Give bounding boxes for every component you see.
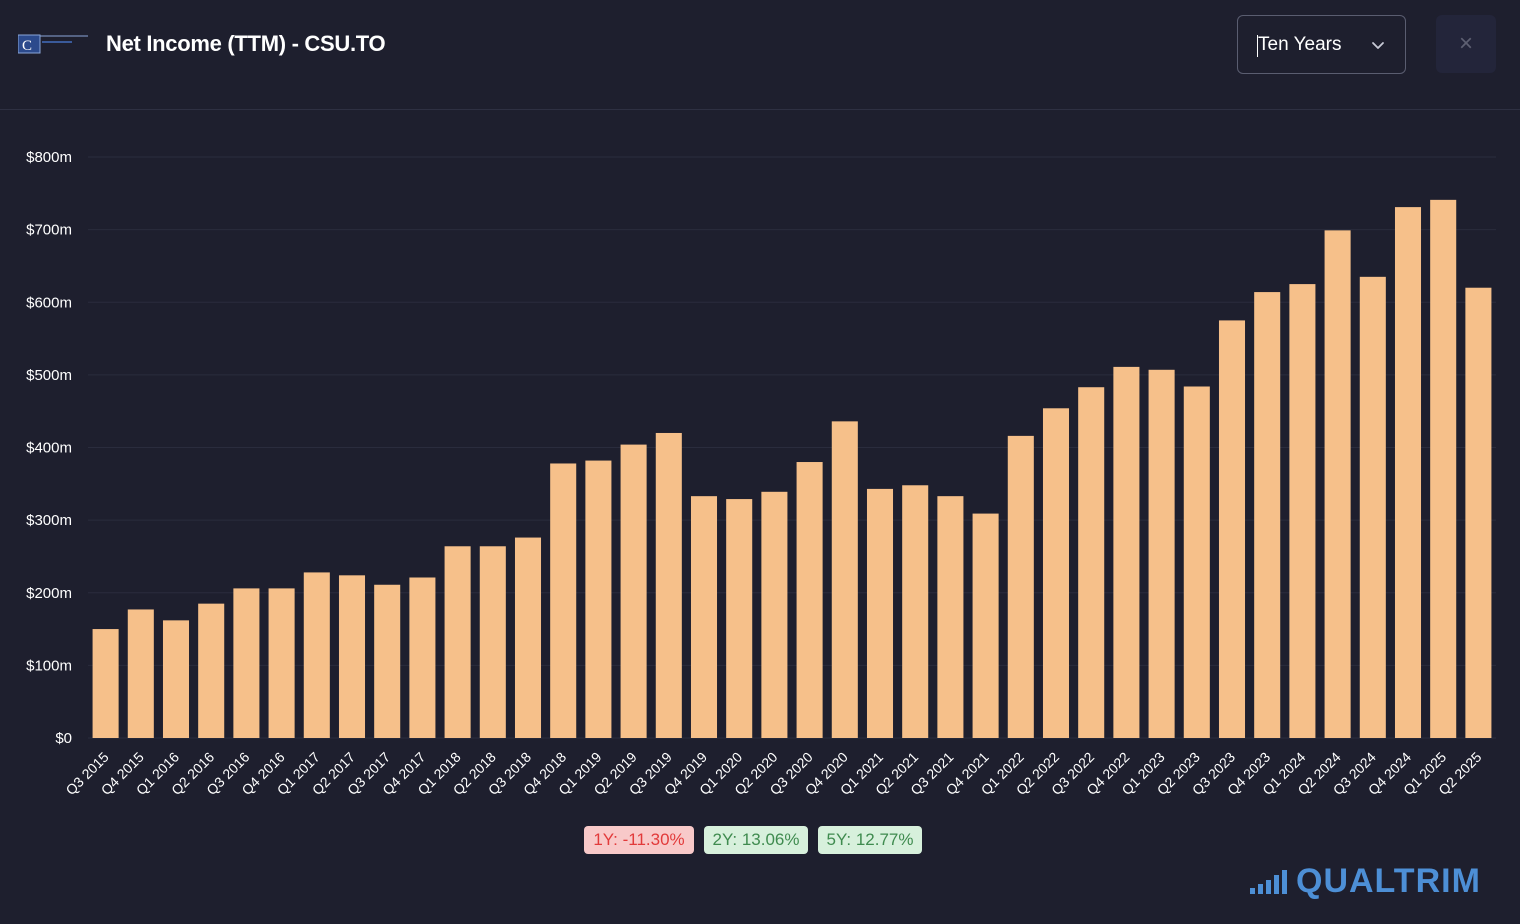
- bar[interactable]: [1289, 284, 1316, 738]
- bar[interactable]: [92, 629, 119, 738]
- bar[interactable]: [796, 462, 823, 738]
- bar[interactable]: [620, 444, 647, 738]
- y-tick-label: $800m: [26, 149, 72, 166]
- bar[interactable]: [1218, 320, 1246, 738]
- chevron-down-icon: [1372, 42, 1384, 49]
- bar[interactable]: [761, 491, 788, 738]
- y-tick-label: $0: [55, 730, 72, 747]
- bar[interactable]: [198, 603, 225, 738]
- bar[interactable]: [338, 575, 366, 738]
- bar[interactable]: [1430, 199, 1457, 738]
- y-tick-label: $100m: [26, 657, 72, 674]
- bar[interactable]: [303, 572, 330, 738]
- y-tick-label: $600m: [26, 294, 72, 311]
- bar[interactable]: [1359, 276, 1386, 738]
- y-tick-label: $300m: [26, 512, 72, 529]
- bar[interactable]: [1113, 366, 1140, 738]
- bar[interactable]: [972, 513, 999, 738]
- modal-header: C Net Income (TTM) - CSU.TO Ten Years ×: [0, 0, 1520, 110]
- close-icon: ×: [1458, 30, 1473, 57]
- bar[interactable]: [233, 588, 260, 738]
- y-tick-label: $700m: [26, 222, 72, 239]
- bar[interactable]: [831, 421, 858, 738]
- bar[interactable]: [127, 609, 154, 738]
- bar[interactable]: [937, 496, 964, 738]
- bar[interactable]: [409, 577, 436, 738]
- bar[interactable]: [444, 546, 471, 738]
- bar[interactable]: [1254, 292, 1281, 738]
- bar[interactable]: [1183, 386, 1210, 738]
- close-button[interactable]: ×: [1436, 15, 1496, 73]
- text-cursor: [1257, 35, 1258, 57]
- brand-name: QUALTRIM: [1296, 862, 1481, 900]
- company-logo: C: [18, 34, 88, 54]
- period-select[interactable]: Ten Years: [1237, 15, 1406, 74]
- bar[interactable]: [655, 432, 682, 738]
- y-tick-label: $500m: [26, 367, 72, 384]
- y-tick-label: $200m: [26, 585, 72, 602]
- bar[interactable]: [268, 588, 295, 738]
- bar[interactable]: [866, 488, 894, 738]
- bar[interactable]: [1324, 230, 1351, 738]
- bar[interactable]: [1148, 369, 1175, 738]
- bar[interactable]: [550, 463, 577, 738]
- bar[interactable]: [1042, 408, 1070, 738]
- bar[interactable]: [1394, 207, 1422, 738]
- bar[interactable]: [374, 584, 401, 738]
- bar[interactable]: [726, 499, 753, 738]
- growth-5y-badge: 5Y: 12.77%: [818, 826, 922, 854]
- logo-letter: C: [22, 38, 32, 54]
- bar-chart-icon: [1250, 870, 1287, 894]
- bar[interactable]: [585, 460, 612, 738]
- bar[interactable]: [162, 620, 190, 738]
- net-income-chart: $0 $100m $200m $300m $400m $500m $600m $700m $80…: [26, 149, 1496, 798]
- brand-logo: QUALTRIM: [1248, 864, 1498, 898]
- chart-gridlines: [88, 156, 1496, 739]
- bar[interactable]: [1007, 435, 1034, 738]
- bar[interactable]: [690, 496, 718, 738]
- bar[interactable]: [902, 485, 929, 738]
- page-title: Net Income (TTM) - CSU.TO: [106, 31, 386, 56]
- y-tick-label: $400m: [26, 440, 72, 457]
- bar[interactable]: [1078, 387, 1105, 738]
- bar[interactable]: [1465, 287, 1492, 738]
- chart-bars: [92, 199, 1492, 738]
- y-axis-ticks: $0 $100m $200m $300m $400m $500m $600m $700m $80…: [26, 149, 72, 747]
- growth-1y-badge: 1Y: -11.30%: [584, 826, 694, 854]
- bar[interactable]: [514, 537, 542, 738]
- growth-2y-badge: 2Y: 13.06%: [704, 826, 808, 854]
- period-select-value: Ten Years: [1258, 34, 1342, 55]
- bar[interactable]: [479, 546, 506, 738]
